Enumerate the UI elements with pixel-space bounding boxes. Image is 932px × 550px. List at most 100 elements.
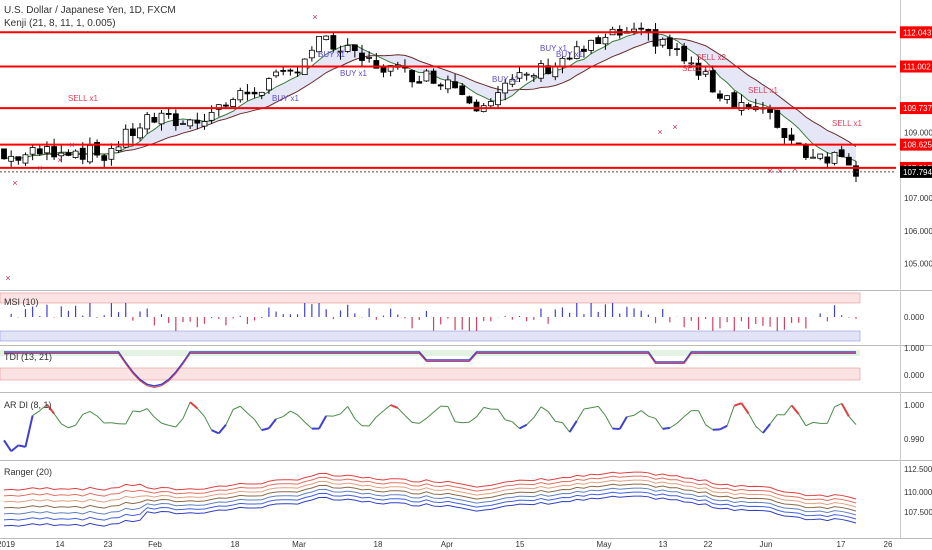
candle-body: [473, 101, 480, 112]
ardi-segment: [562, 422, 571, 433]
candle-body: [523, 73, 530, 76]
candle-body: [838, 149, 845, 157]
candle-body: [588, 39, 594, 51]
ardi-segment: [412, 421, 420, 424]
candle-body: [1, 148, 7, 160]
candle-body: [817, 153, 824, 159]
ardi-segment: [476, 407, 485, 418]
ardi-segment: [834, 403, 842, 408]
candle-body: [638, 27, 645, 30]
ardi-segment: [146, 408, 155, 418]
candle-body: [230, 99, 237, 107]
candle-body: [237, 90, 244, 101]
candle-body: [115, 146, 122, 152]
candle-body: [165, 113, 172, 115]
ardi-segment: [790, 404, 800, 415]
signal-label: BUY x1: [540, 44, 568, 53]
ardi-segment: [168, 424, 176, 428]
ardi-segment: [511, 421, 520, 429]
candle-body: [208, 111, 215, 121]
symbol-title: U.S. Dollar / Japanese Yen, 1D, FXCM: [4, 5, 176, 16]
candle-body: [223, 104, 229, 107]
x-tick-label: 22: [704, 540, 713, 549]
ardi-segment: [211, 429, 220, 435]
candle-body: [781, 128, 788, 138]
ardi-segment: [204, 416, 213, 431]
x-tick-label: Feb: [148, 540, 162, 549]
ardi-segment: [333, 413, 341, 417]
signal-label: BUY x2: [492, 75, 520, 84]
candle-body: [330, 35, 337, 50]
tdi-lower-zone: [0, 367, 861, 381]
ardi-segment: [290, 410, 298, 416]
candle-body: [774, 109, 781, 128]
cross-marker: ×: [792, 164, 797, 174]
tdi-pane-label: TDI (13, 21): [4, 352, 53, 362]
ardi-segment: [655, 418, 664, 430]
ranger-band-line: [3, 491, 857, 521]
ardi-segment: [404, 414, 413, 423]
ardi-segment: [497, 408, 506, 421]
candle-body: [430, 70, 437, 84]
ardi-segment: [826, 406, 835, 424]
x-tick-label: Jun: [760, 540, 773, 549]
candle-body: [409, 70, 416, 83]
candle-body: [738, 102, 745, 111]
candle-body: [824, 156, 831, 164]
level-price-tag: [900, 60, 932, 73]
candle-body: [831, 152, 838, 164]
candle-body: [344, 44, 351, 52]
x-tick-label: May: [596, 540, 611, 549]
last-price-tag: [900, 165, 932, 178]
candle-body: [709, 70, 716, 93]
signal-label: SELL x1: [748, 86, 778, 95]
ardi-segment: [232, 405, 241, 410]
x-tick-label: 17: [837, 540, 846, 549]
candle-body: [602, 36, 609, 45]
ardi-segment: [505, 419, 513, 423]
candle-body: [108, 148, 115, 160]
x-tick-label: 14: [56, 540, 65, 549]
ardi-segment: [726, 405, 735, 426]
ardi-segment: [390, 404, 399, 409]
candle-body: [659, 38, 666, 46]
ardi-segment: [748, 413, 757, 427]
x-tick-label: 13: [659, 540, 668, 549]
candle-body: [137, 127, 143, 139]
ardi-segment: [848, 416, 857, 425]
ardi-tick-label: 0.990: [904, 435, 925, 444]
candle-body: [215, 104, 222, 110]
candle-body: [666, 37, 673, 50]
tdi-line: [4, 351, 856, 387]
ranger-tick-label: 107.500: [904, 508, 932, 517]
candle-body: [180, 123, 186, 125]
ardi-segment: [282, 410, 291, 417]
ardi-segment: [568, 420, 578, 433]
ardi-segment: [304, 421, 313, 430]
candle-body: [538, 63, 544, 79]
tdi-upper-zone: [0, 350, 860, 356]
candle-body: [129, 128, 136, 136]
candle-body: [681, 45, 688, 62]
candle-body: [251, 91, 258, 95]
ardi-segment: [740, 402, 750, 415]
ardi-segment: [189, 401, 198, 410]
candle-body: [151, 117, 158, 123]
candle-body: [51, 146, 58, 158]
ardi-segment: [640, 410, 649, 417]
cross-marker: ×: [37, 163, 42, 173]
ardi-segment: [182, 401, 191, 419]
candle-body: [516, 72, 523, 79]
ranger-band-line: [3, 495, 857, 527]
ardi-segment: [46, 403, 55, 415]
candle-body: [459, 85, 466, 95]
candle-body: [724, 95, 731, 100]
ardi-segment: [75, 414, 84, 426]
candle-body: [495, 92, 501, 106]
cross-marker: ×: [57, 155, 62, 165]
candle-body: [437, 84, 444, 87]
chart-header: U.S. Dollar / Japanese Yen, 1D, FXCM Ken…: [4, 4, 176, 30]
cross-marker: ×: [657, 127, 662, 137]
ardi-segment: [154, 416, 162, 424]
ranger-pane-label: Ranger (20): [4, 467, 53, 477]
